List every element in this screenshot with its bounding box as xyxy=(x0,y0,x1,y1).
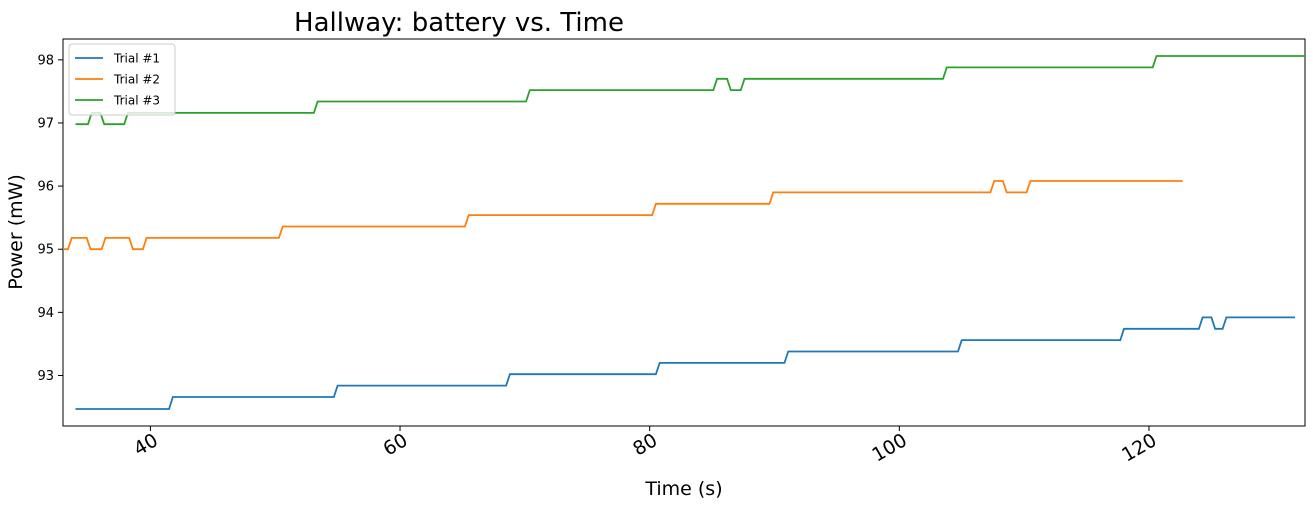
legend-label: Trial #1 xyxy=(113,52,160,66)
series-line-trial-1 xyxy=(75,316,1295,410)
x-tick-label: 120 xyxy=(1118,429,1160,466)
y-axis-ticks: 93 94 95 96 97 98 xyxy=(37,53,63,384)
series-line-trial-3 xyxy=(75,55,1305,126)
series-layer xyxy=(63,55,1305,410)
chart-title: Hallway: battery vs. Time xyxy=(294,8,624,38)
series-line-trial-2 xyxy=(63,180,1183,251)
legend: Trial #1 Trial #2 Trial #3 xyxy=(68,43,176,116)
y-tick-label: 94 xyxy=(37,306,54,321)
x-tick-label: 100 xyxy=(868,429,910,466)
x-tick-label: 80 xyxy=(629,429,661,460)
x-axis-label: Time (s) xyxy=(644,478,722,500)
legend-label: Trial #2 xyxy=(113,73,160,87)
y-tick-label: 96 xyxy=(37,180,54,195)
legend-label: Trial #3 xyxy=(113,94,160,108)
y-tick-label: 95 xyxy=(37,243,54,258)
x-axis-ticks: 40 60 80 100 120 xyxy=(130,426,1161,466)
x-tick-label: 60 xyxy=(380,429,412,460)
y-axis-label: Power (mW) xyxy=(5,174,27,290)
legend-box xyxy=(68,43,176,116)
y-tick-label: 93 xyxy=(37,369,54,384)
x-tick-label: 40 xyxy=(130,429,162,460)
y-tick-label: 97 xyxy=(37,116,54,131)
plot-area-frame xyxy=(62,38,1306,427)
y-tick-label: 98 xyxy=(37,53,54,68)
